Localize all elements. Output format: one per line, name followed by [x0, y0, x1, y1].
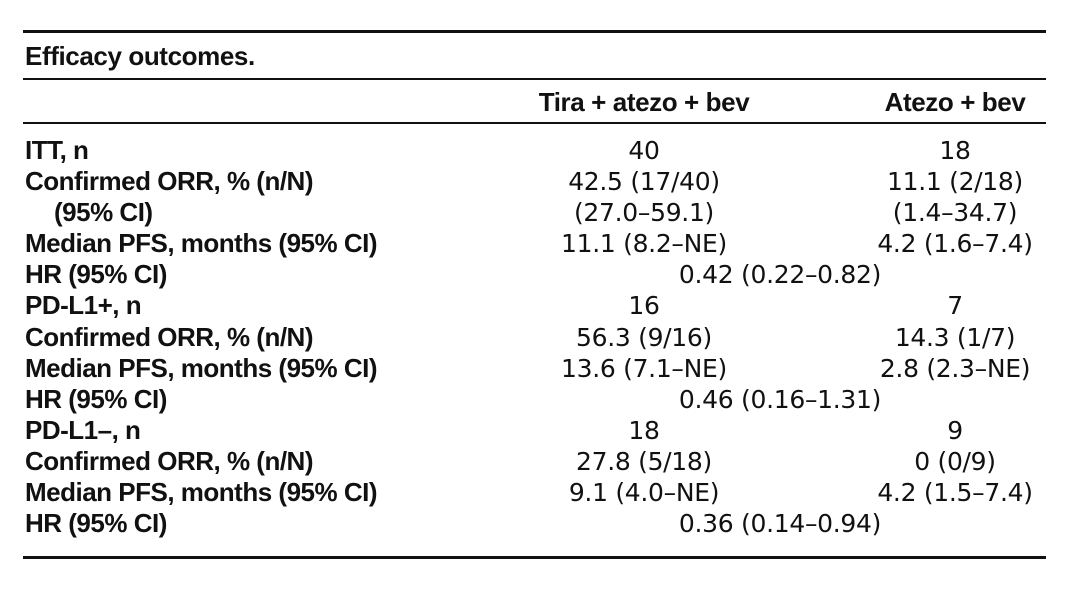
row-label: Confirmed ORR, % (n/N): [25, 445, 314, 476]
cell-tira-atezo-bev: 56.3 (9/16): [576, 322, 712, 352]
cell-atezo-bev: 9: [947, 415, 963, 445]
table-top-rule: [23, 30, 1046, 33]
row-label: HR (95% CI): [25, 508, 167, 539]
cell-tira-atezo-bev: 13.6 (7.1–NE): [561, 353, 727, 383]
table-row: ITT, n 40 18: [0, 135, 1080, 166]
row-label: PD-L1+, n: [25, 290, 142, 321]
row-label: ITT, n: [25, 135, 89, 165]
table-row: HR (95% CI) 0.36 (0.14–0.94): [0, 508, 1080, 539]
row-label: HR (95% CI): [25, 259, 167, 290]
table-caption: Efficacy outcomes.: [25, 41, 255, 71]
row-label: Median PFS, months (95% CI): [25, 477, 378, 508]
row-label: (95% CI): [54, 197, 153, 228]
caption-rule: [23, 78, 1046, 80]
table-row: Confirmed ORR, % (n/N) 27.8 (5/18) 0 (0/…: [0, 446, 1080, 477]
column-header-tira-atezo-bev: Tira + atezo + bev: [538, 87, 750, 117]
table-row: PD-L1–, n 18 9: [0, 415, 1080, 446]
cell-tira-atezo-bev: 27.8 (5/18): [576, 446, 712, 476]
column-header-atezo-bev: Atezo + bev: [884, 87, 1026, 117]
cell-atezo-bev: 11.1 (2/18): [887, 167, 1023, 197]
cell-tira-atezo-bev: 18: [628, 415, 660, 445]
table-row: Confirmed ORR, % (n/N) 42.5 (17/40) 11.1…: [0, 166, 1080, 197]
table-row: Median PFS, months (95% CI) 13.6 (7.1–NE…: [0, 353, 1080, 384]
cell-tira-atezo-bev: 9.1 (4.0–NE): [568, 478, 720, 508]
cell-hazard-ratio: 0.36 (0.14–0.94): [678, 509, 882, 539]
table-row: HR (95% CI) 0.46 (0.16–1.31): [0, 384, 1080, 415]
table-row: Confirmed ORR, % (n/N) 56.3 (9/16) 14.3 …: [0, 322, 1080, 353]
cell-tira-atezo-bev: 11.1 (8.2–NE): [561, 229, 727, 259]
cell-atezo-bev: 18: [939, 136, 971, 165]
table-bottom-rule: [23, 556, 1046, 559]
cell-atezo-bev: 4.2 (1.6–7.4): [877, 229, 1033, 259]
table-row: PD-L1+, n 16 7: [0, 290, 1080, 321]
header-rule: [23, 122, 1046, 124]
cell-atezo-bev: (1.4–34.7): [892, 198, 1018, 228]
row-label: Confirmed ORR, % (n/N): [25, 166, 314, 197]
cell-atezo-bev: 2.8 (2.3–NE): [879, 353, 1031, 383]
cell-atezo-bev: 14.3 (1/7): [894, 322, 1016, 352]
row-label: PD-L1–, n: [25, 414, 141, 445]
row-label: Median PFS, months (95% CI): [25, 352, 378, 383]
table-row: HR (95% CI) 0.42 (0.22–0.82): [0, 259, 1080, 290]
table-body: ITT, n 40 18 Confirmed ORR, % (n/N) 42.5…: [0, 135, 1080, 539]
cell-hazard-ratio: 0.46 (0.16–1.31): [678, 384, 882, 414]
cell-atezo-bev: 7: [947, 291, 963, 321]
cell-atezo-bev: 0 (0/9): [914, 446, 996, 476]
row-label: Median PFS, months (95% CI): [25, 228, 378, 259]
table-row: (95% CI) (27.0–59.1) (1.4–34.7): [0, 197, 1080, 228]
cell-tira-atezo-bev: 16: [628, 291, 660, 321]
cell-tira-atezo-bev: (27.0–59.1): [573, 198, 715, 228]
cell-tira-atezo-bev: 40: [628, 136, 660, 165]
row-label: Confirmed ORR, % (n/N): [25, 321, 314, 352]
table-row: Median PFS, months (95% CI) 11.1 (8.2–NE…: [0, 228, 1080, 259]
cell-atezo-bev: 4.2 (1.5–7.4): [877, 478, 1033, 508]
table-row: Median PFS, months (95% CI) 9.1 (4.0–NE)…: [0, 477, 1080, 508]
cell-tira-atezo-bev: 42.5 (17/40): [568, 167, 720, 197]
cell-hazard-ratio: 0.42 (0.22–0.82): [678, 260, 882, 290]
row-label: HR (95% CI): [25, 383, 167, 414]
